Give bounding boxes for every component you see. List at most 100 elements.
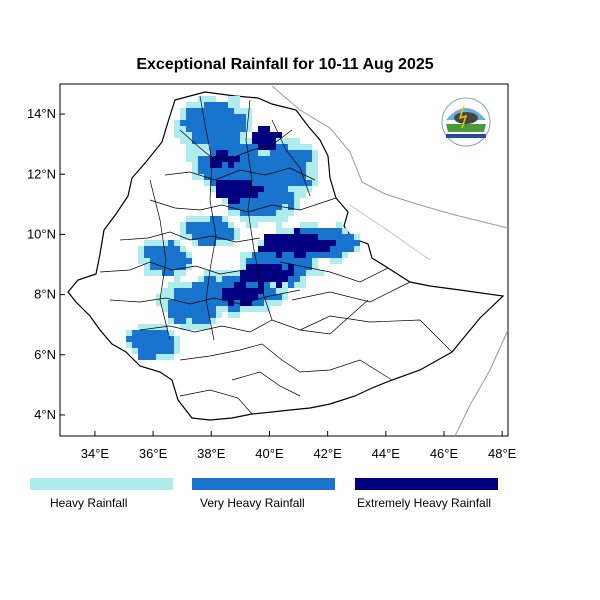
rainfall-cell — [306, 156, 312, 162]
rainfall-cell — [192, 306, 198, 312]
rainfall-cell — [264, 144, 270, 150]
rainfall-cell — [168, 252, 174, 258]
rainfall-cell — [264, 252, 270, 258]
rainfall-cell — [210, 102, 216, 108]
rainfall-cell — [252, 300, 258, 306]
rainfall-cell — [192, 144, 198, 150]
rainfall-cell — [294, 186, 300, 192]
rainfall-cell — [270, 246, 276, 252]
rainfall-cell — [240, 276, 246, 282]
rainfall-cell — [282, 240, 288, 246]
rainfall-cell — [198, 282, 204, 288]
rainfall-cell — [252, 156, 258, 162]
rainfall-cell — [216, 294, 222, 300]
rainfall-cell — [222, 174, 228, 180]
rainfall-cell — [138, 258, 144, 264]
rainfall-cell — [222, 234, 228, 240]
rainfall-cell — [204, 324, 210, 330]
rainfall-cell — [156, 342, 162, 348]
rainfall-cell — [252, 180, 258, 186]
rainfall-cell — [222, 294, 228, 300]
rainfall-cell — [168, 312, 174, 318]
rainfall-cell — [144, 258, 150, 264]
rainfall-cell — [270, 192, 276, 198]
rainfall-cell — [234, 126, 240, 132]
rainfall-cell — [186, 132, 192, 138]
rainfall-cell — [204, 102, 210, 108]
rainfall-cell — [300, 252, 306, 258]
rainfall-cell — [294, 282, 300, 288]
rainfall-cell — [204, 156, 210, 162]
rainfall-cell — [306, 144, 312, 150]
rainfall-cell — [288, 192, 294, 198]
rainfall-cell — [228, 186, 234, 192]
rainfall-cell — [162, 240, 168, 246]
rainfall-cell — [222, 300, 228, 306]
rainfall-cell — [186, 306, 192, 312]
rainfall-cell — [282, 270, 288, 276]
rainfall-cell — [252, 270, 258, 276]
rainfall-cell — [234, 180, 240, 186]
rainfall-cell — [264, 270, 270, 276]
rainfall-cell — [288, 252, 294, 258]
rainfall-cell — [270, 210, 276, 216]
rainfall-cell — [300, 228, 306, 234]
rainfall-cell — [282, 264, 288, 270]
rainfall-cell — [210, 294, 216, 300]
rainfall-cell — [240, 282, 246, 288]
rainfall-cell — [318, 234, 324, 240]
rainfall-cell — [240, 198, 246, 204]
rainfall-cell — [288, 156, 294, 162]
rainfall-cell — [330, 228, 336, 234]
rainfall-cell — [246, 288, 252, 294]
rainfall-cell — [300, 258, 306, 264]
rainfall-cell — [222, 240, 228, 246]
rainfall-cell — [132, 348, 138, 354]
rainfall-cell — [264, 300, 270, 306]
agency-logo — [441, 97, 491, 147]
rainfall-cell — [348, 246, 354, 252]
rainfall-cell — [144, 264, 150, 270]
rainfall-cell — [270, 282, 276, 288]
rainfall-cell — [234, 162, 240, 168]
rainfall-cell — [258, 132, 264, 138]
rainfall-cell — [174, 246, 180, 252]
rainfall-cell — [264, 126, 270, 132]
rainfall-cell — [294, 252, 300, 258]
rainfall-cell — [282, 234, 288, 240]
rainfall-cell — [150, 342, 156, 348]
rainfall-cell — [198, 216, 204, 222]
rainfall-cell — [180, 306, 186, 312]
rainfall-cell — [240, 270, 246, 276]
rainfall-cell — [276, 234, 282, 240]
rainfall-cell — [186, 294, 192, 300]
rainfall-cell — [276, 246, 282, 252]
rainfall-cell — [228, 294, 234, 300]
rainfall-cell — [150, 246, 156, 252]
rainfall-cell — [222, 180, 228, 186]
legend-swatch-heavy — [30, 478, 173, 490]
rainfall-cell — [288, 204, 294, 210]
rainfall-cell — [276, 144, 282, 150]
rainfall-cell — [210, 120, 216, 126]
rainfall-cell — [252, 150, 258, 156]
rainfall-cell — [186, 102, 192, 108]
rainfall-cell — [258, 204, 264, 210]
rainfall-cell — [306, 228, 312, 234]
rainfall-cell — [174, 120, 180, 126]
rainfall-cell — [264, 192, 270, 198]
rainfall-cell — [234, 228, 240, 234]
rainfall-cell — [216, 240, 222, 246]
rainfall-cell — [330, 252, 336, 258]
rainfall-cell — [204, 168, 210, 174]
lon-tick-label: 40°E — [255, 446, 284, 461]
rainfall-cell — [306, 186, 312, 192]
rainfall-cell — [174, 300, 180, 306]
rainfall-cell — [222, 132, 228, 138]
rainfall-cell — [276, 174, 282, 180]
rainfall-cell — [192, 162, 198, 168]
rainfall-cell — [162, 288, 168, 294]
rainfall-cell — [258, 150, 264, 156]
rainfall-cell — [234, 132, 240, 138]
rainfall-cell — [198, 108, 204, 114]
